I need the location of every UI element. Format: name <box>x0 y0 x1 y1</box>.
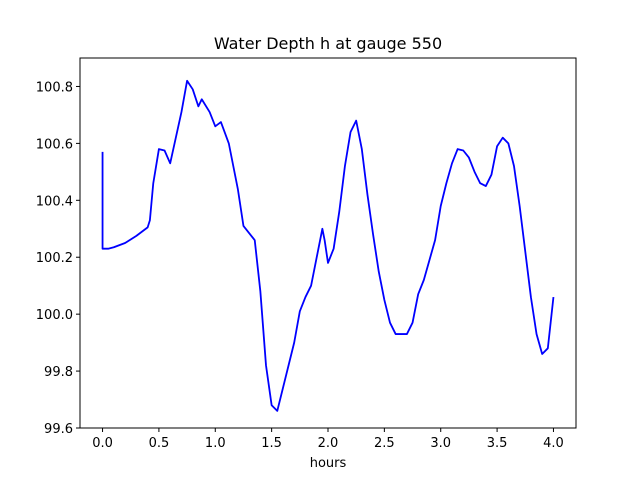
x-tick-label: 2.0 <box>318 436 339 451</box>
chart-title: Water Depth h at gauge 550 <box>214 34 442 53</box>
y-axis-ticks: 99.6 99.8 100.0 100.2 100.4 100.6 100.8 <box>36 80 80 437</box>
y-tick-label: 100.4 <box>36 194 73 209</box>
y-tick-label: 100.0 <box>36 308 73 323</box>
y-tick-label: 100.8 <box>36 80 73 95</box>
x-axis-ticks: 0.0 0.5 1.0 1.5 2.0 2.5 3.0 3.5 4.0 <box>92 428 564 451</box>
series-line <box>101 79 555 412</box>
x-tick-label: 3.0 <box>430 436 451 451</box>
x-tick-label: 1.5 <box>261 436 282 451</box>
x-tick-label: 0.5 <box>149 436 170 451</box>
x-tick-label: 0.0 <box>92 436 113 451</box>
y-tick-label: 99.8 <box>44 365 73 380</box>
x-tick-label: 2.5 <box>374 436 395 451</box>
y-tick-label: 99.6 <box>44 422 73 437</box>
y-tick-label: 100.2 <box>36 251 73 266</box>
y-tick-label: 100.6 <box>36 137 73 152</box>
x-axis-label: hours <box>310 456 347 471</box>
x-tick-label: 3.5 <box>487 436 508 451</box>
x-tick-label: 4.0 <box>543 436 564 451</box>
x-tick-label: 1.0 <box>205 436 226 451</box>
plot-area <box>101 79 555 412</box>
